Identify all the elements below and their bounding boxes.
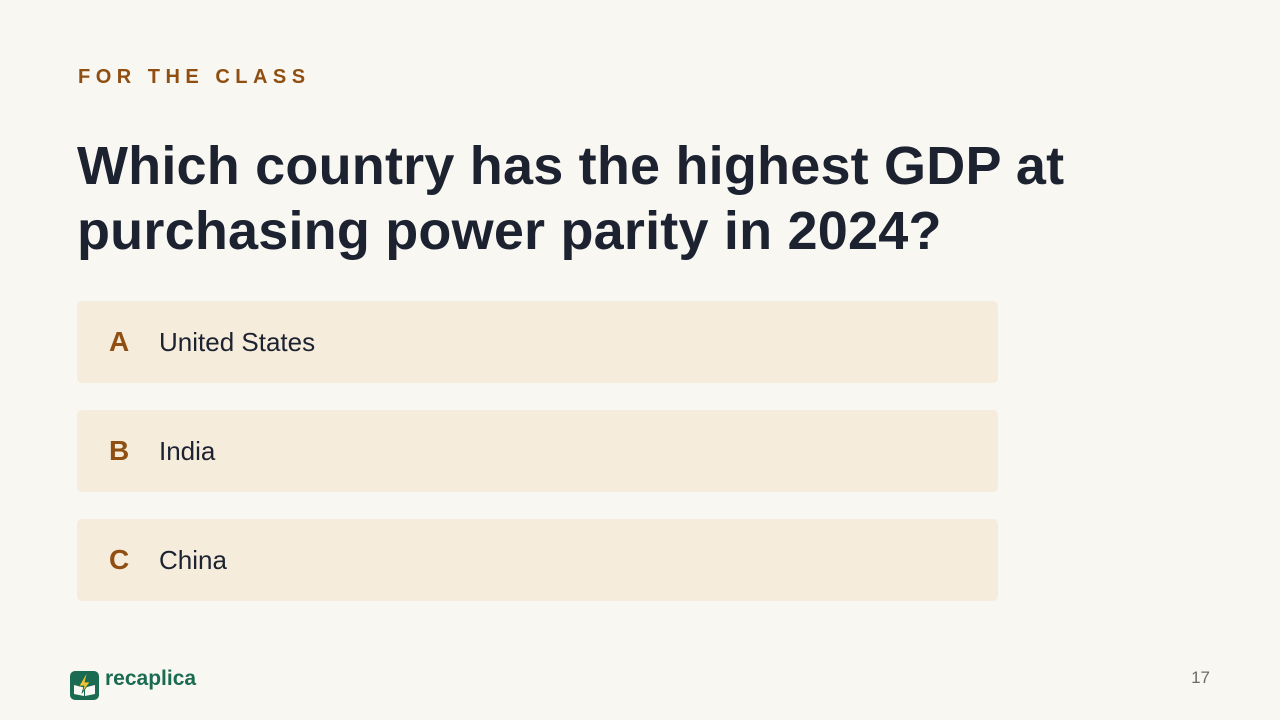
option-letter: C	[109, 544, 130, 575]
option-letter: A	[109, 326, 130, 357]
page-number: 17	[1191, 668, 1210, 687]
eyebrow-label: FOR THE CLASS	[78, 66, 311, 88]
lightning-book-icon	[70, 671, 99, 700]
option-text: United States	[159, 326, 316, 357]
option-text: China	[159, 544, 227, 575]
answer-options: A United States B India C China	[77, 301, 998, 628]
option-b[interactable]: B India	[77, 410, 998, 492]
option-a[interactable]: A United States	[77, 301, 998, 383]
option-c[interactable]: C China	[77, 519, 998, 601]
option-letter: B	[109, 435, 130, 466]
brand-name: recaplica	[105, 667, 197, 690]
brand-logo: recaplica	[70, 666, 196, 700]
question-heading: Which country has the highest GDP at pur…	[77, 136, 1065, 261]
option-text: India	[159, 435, 216, 466]
